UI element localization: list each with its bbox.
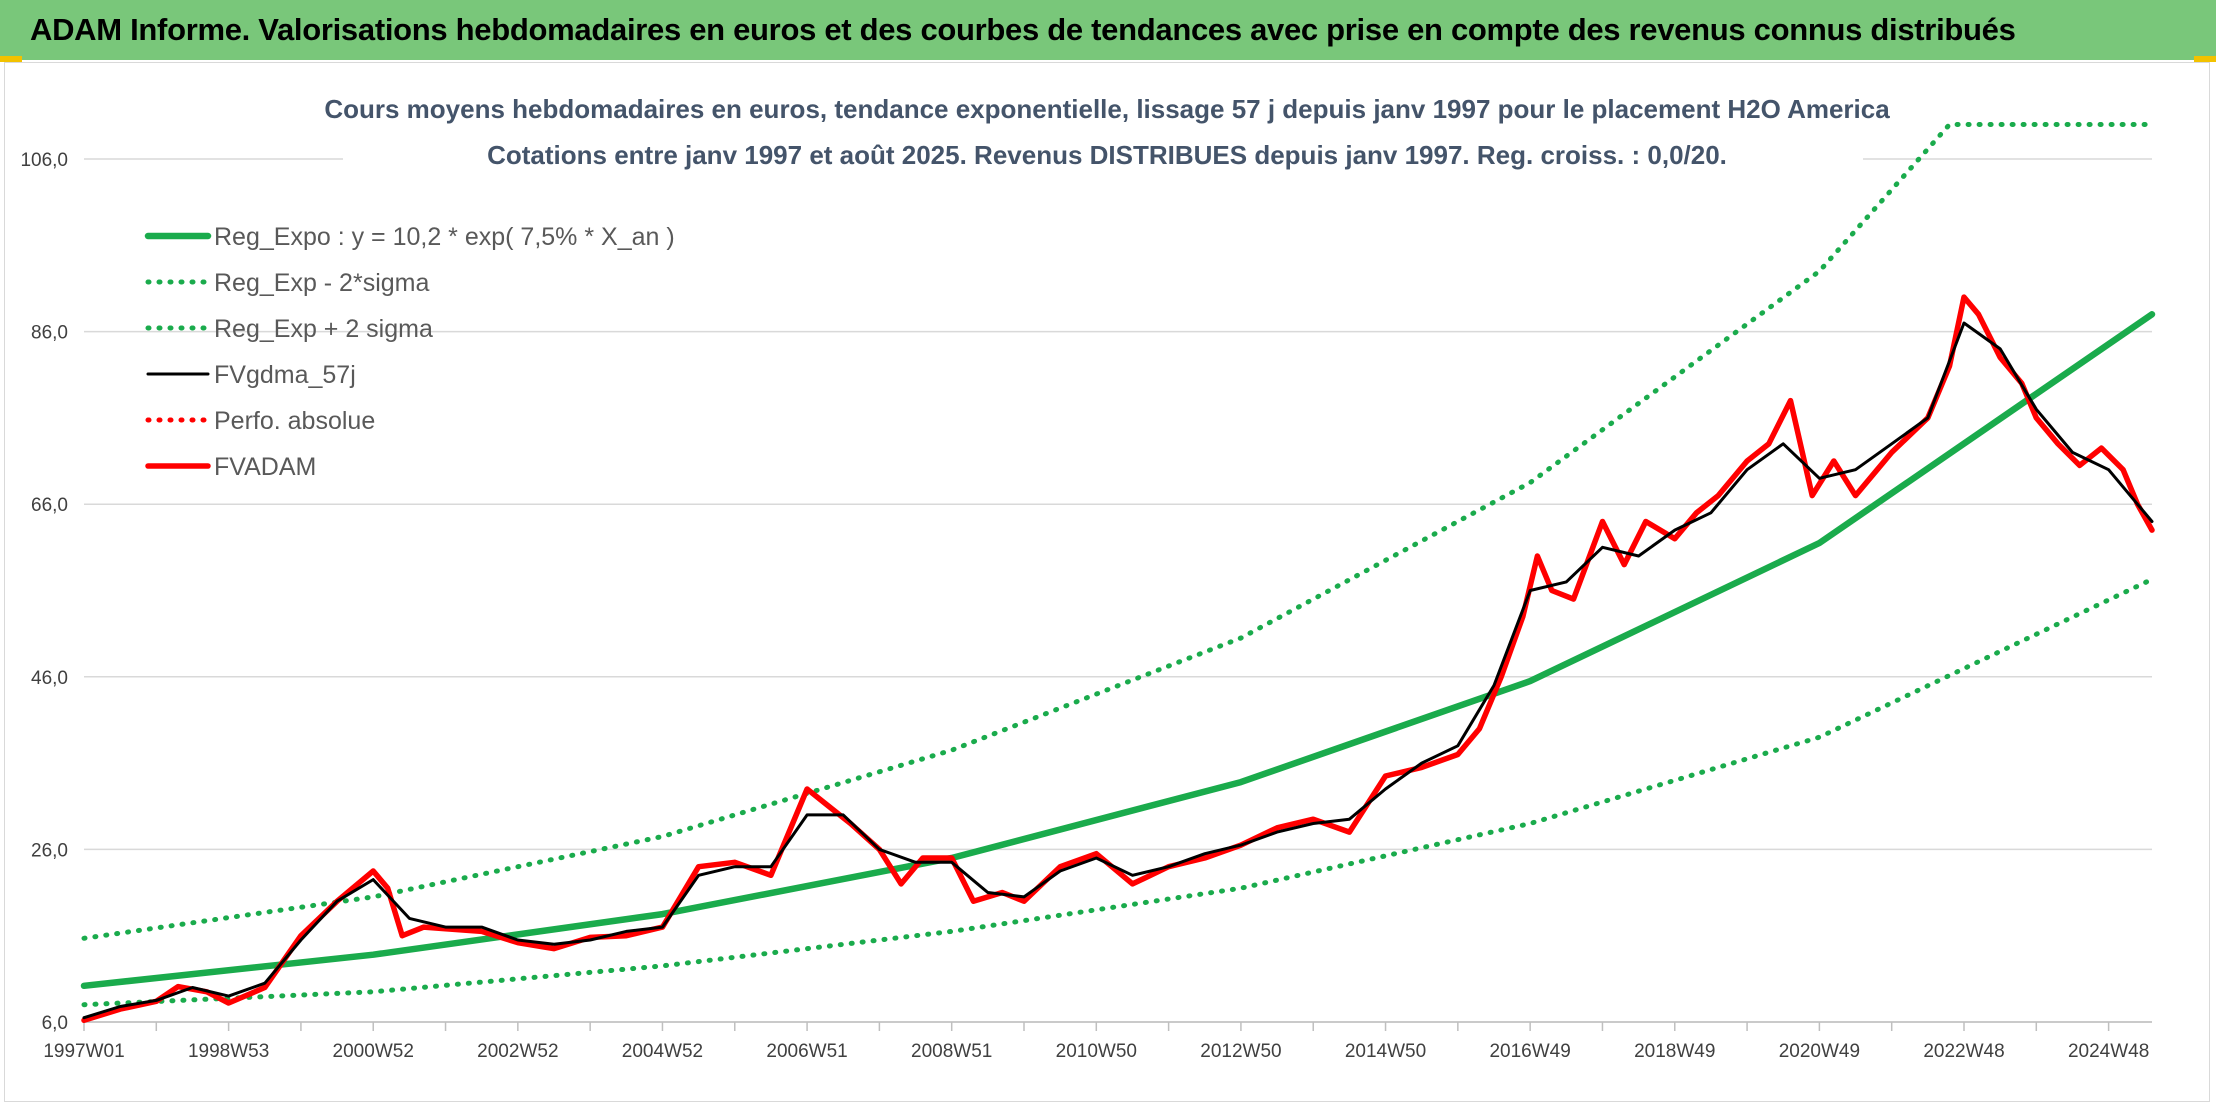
y-tick-label: 106,0 xyxy=(20,150,68,171)
y-tick-label: 6,0 xyxy=(42,1013,68,1034)
chart-title: Cours moyens hebdomadaires en euros, ten… xyxy=(324,94,1890,124)
series-line-3 xyxy=(82,321,2154,1020)
x-tick-label: 2000W52 xyxy=(333,1041,414,1062)
series-line-0 xyxy=(80,311,2156,990)
y-axis-ticks: 6,0 26,0 46,0 66,0 86,0 106,0 xyxy=(20,150,68,1034)
series-line-5 xyxy=(81,294,2155,1024)
legend-label: Reg_Exp - 2*sigma xyxy=(214,269,429,297)
series-layer xyxy=(80,122,2156,1024)
series-line-1 xyxy=(81,576,2155,1008)
legend-label: Perfo. absolue xyxy=(214,407,375,435)
report-banner: ADAM Informe. Valorisations hebdomadaire… xyxy=(0,0,2216,60)
x-tick-label: 2016W49 xyxy=(1489,1041,1570,1062)
x-tick-label: 2008W51 xyxy=(911,1041,992,1062)
x-tick-label: 2022W48 xyxy=(1923,1041,2004,1062)
x-tick-label: 2010W50 xyxy=(1056,1041,1137,1062)
x-tick-label: 2002W52 xyxy=(477,1041,558,1062)
x-tick-label: 2020W49 xyxy=(1779,1041,1860,1062)
x-tick-label: 1997W01 xyxy=(43,1041,124,1062)
right-corner-marker xyxy=(2194,56,2216,62)
y-tick-label: 86,0 xyxy=(31,323,68,344)
x-tick-label: 2014W50 xyxy=(1345,1041,1426,1062)
legend-label: Reg_Expo : y = 10,2 * exp( 7,5% * X_an ) xyxy=(214,223,675,251)
left-corner-marker xyxy=(0,56,22,62)
x-axis-ticks: 1997W01 1998W53 2000W52 2002W52 2004W52 2006W… xyxy=(43,1041,2149,1062)
chart-subtitle: Cotations entre janv 1997 et août 2025. … xyxy=(487,140,1727,170)
legend-label: Reg_Exp + 2 sigma xyxy=(214,315,433,343)
y-tick-label: 66,0 xyxy=(31,495,68,516)
chart-frame xyxy=(4,62,2210,1102)
x-tick-label: 1998W53 xyxy=(188,1041,269,1062)
y-tick-label: 46,0 xyxy=(31,668,68,689)
x-tick-label: 2012W50 xyxy=(1200,1041,1281,1062)
x-tick-label: 2024W48 xyxy=(2068,1041,2149,1062)
banner-title: ADAM Informe. Valorisations hebdomadaire… xyxy=(30,12,2016,47)
legend-label: FVgdma_57j xyxy=(214,361,356,389)
series-line-2 xyxy=(81,122,2155,941)
y-tick-label: 26,0 xyxy=(31,840,68,861)
legend-label: FVADAM xyxy=(214,453,316,481)
x-tick-label: 2004W52 xyxy=(622,1041,703,1062)
legend: Reg_Expo : y = 10,2 * exp( 7,5% * X_an )… xyxy=(144,223,675,481)
x-tick-label: 2006W51 xyxy=(766,1041,847,1062)
title-background xyxy=(343,84,1863,184)
x-tick-label: 2018W49 xyxy=(1634,1041,1715,1062)
